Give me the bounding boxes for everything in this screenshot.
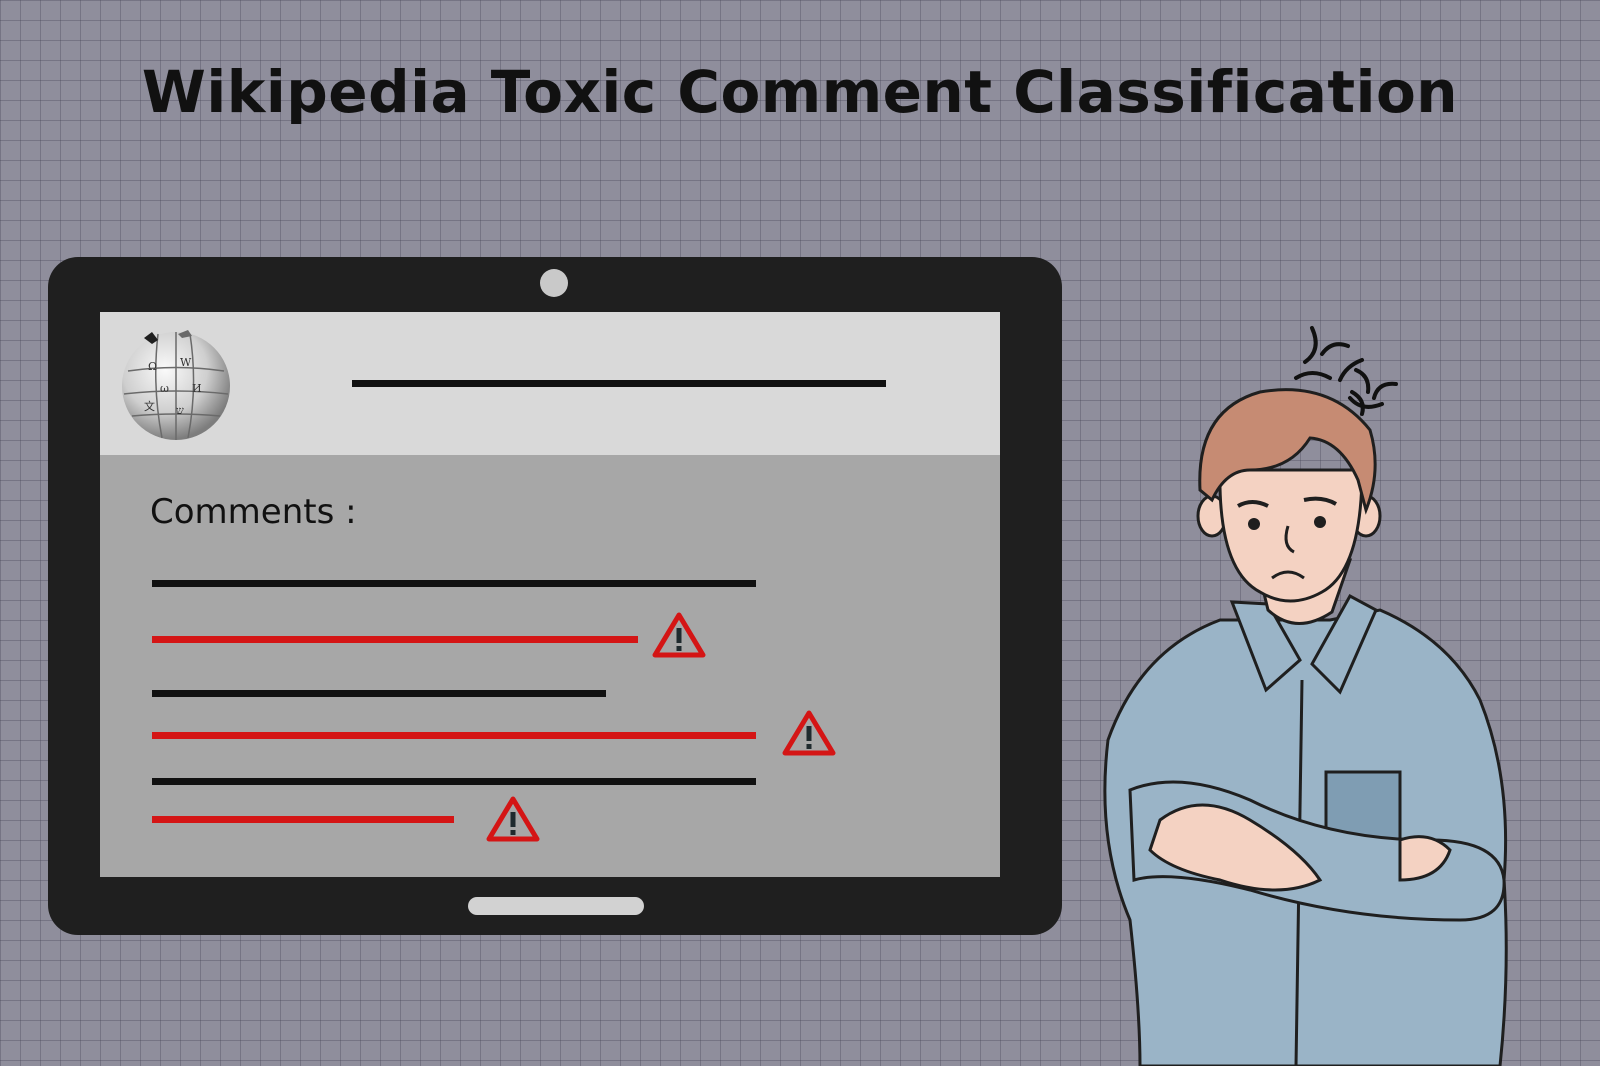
warning-triangle-icon	[486, 796, 540, 842]
svg-text:И: И	[192, 382, 202, 395]
annoyed-person-illustration	[1103, 326, 1508, 1066]
svg-text:W: W	[180, 356, 192, 369]
toxic-comment-line	[152, 816, 454, 823]
svg-text:ω: ω	[160, 382, 169, 395]
warning-triangle-icon	[652, 612, 706, 658]
svg-text:文: 文	[144, 399, 155, 413]
page-title: Wikipedia Toxic Comment Classification	[141, 58, 1459, 126]
comment-line	[152, 580, 756, 587]
comment-line	[152, 778, 756, 785]
tablet-home-button	[468, 897, 644, 915]
toxic-comment-line	[152, 732, 756, 739]
wikipedia-globe-icon: Ω W ω И 文 ש	[122, 330, 230, 440]
svg-text:Ω: Ω	[148, 360, 157, 373]
anger-mark-icon	[1294, 326, 1398, 416]
warning-triangle-icon	[782, 710, 836, 756]
toxic-comment-line	[152, 636, 638, 643]
tablet-camera	[540, 269, 568, 297]
tablet-frame: Ω W ω И 文 ש Comments :	[48, 257, 1062, 935]
tablet-screen: Ω W ω И 文 ש Comments :	[100, 312, 1000, 877]
screen-header: Ω W ω И 文 ש	[100, 312, 1000, 455]
svg-text:ש: ש	[176, 404, 184, 417]
comments-label: Comments :	[150, 492, 357, 532]
comment-line	[152, 690, 606, 697]
header-title-placeholder	[352, 380, 886, 387]
